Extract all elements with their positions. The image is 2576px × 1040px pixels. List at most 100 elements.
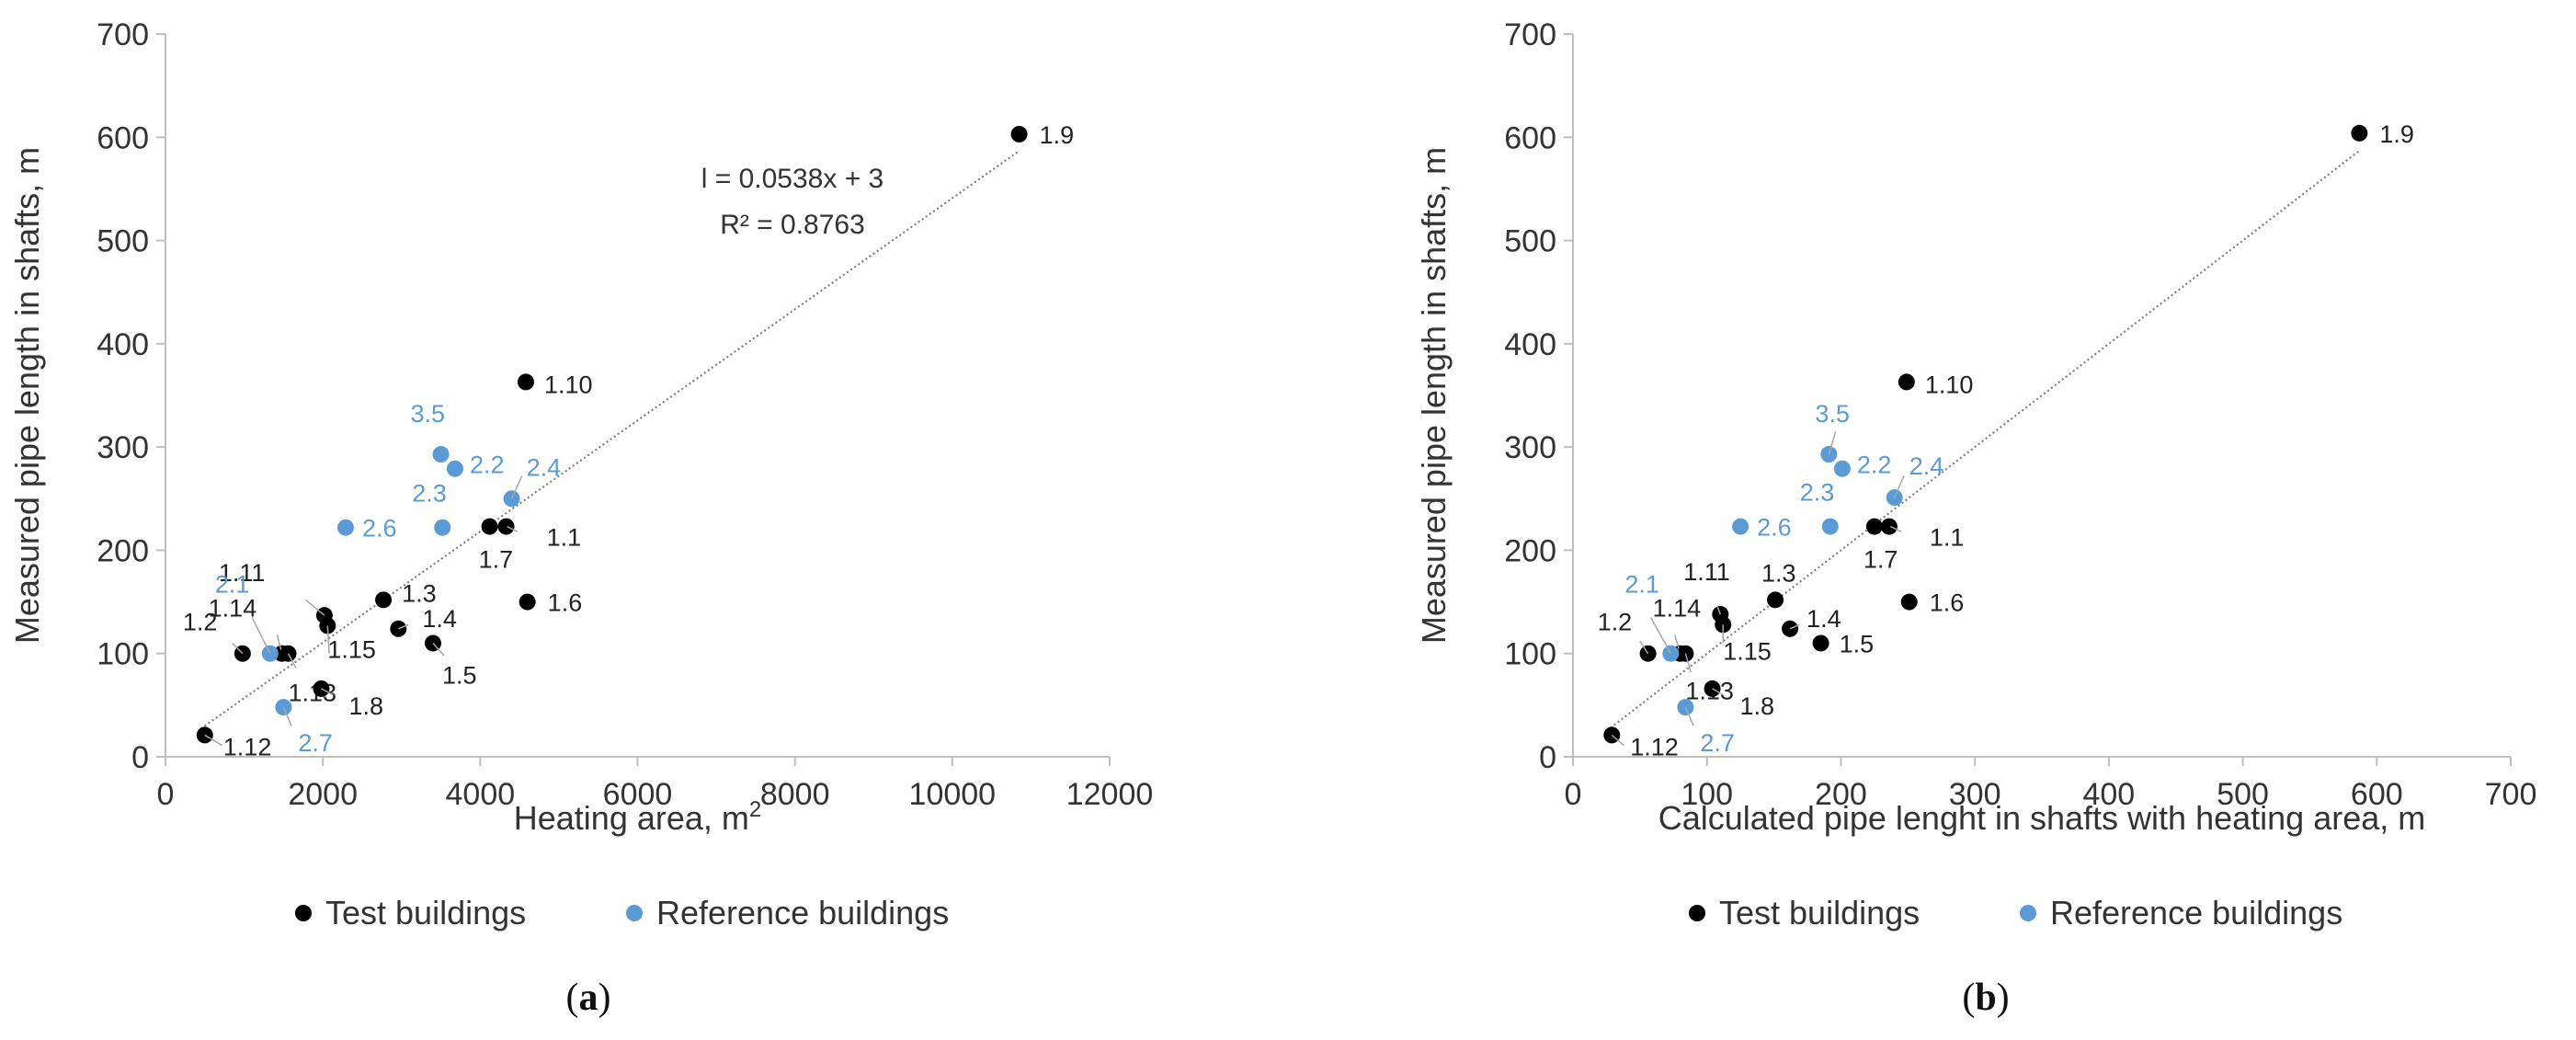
y-tick-label: 200 bbox=[97, 533, 149, 568]
x-tick-label: 8000 bbox=[760, 777, 830, 812]
leader-line bbox=[232, 642, 244, 655]
data-label: 1.11 bbox=[219, 559, 266, 587]
caption-letter: a bbox=[579, 977, 598, 1019]
data-label: 2.1 bbox=[215, 571, 250, 599]
leader-line bbox=[282, 706, 292, 726]
y-tick-label: 500 bbox=[97, 224, 149, 259]
leader-line bbox=[326, 625, 330, 654]
legend-marker-reference bbox=[2020, 905, 2036, 921]
y-tick-label: 700 bbox=[97, 17, 149, 52]
x-tick-label: 600 bbox=[2351, 777, 2403, 812]
data-label: 2.2 bbox=[1857, 451, 1892, 479]
data-point-2.6 bbox=[336, 519, 354, 536]
y-tick-label: 600 bbox=[97, 120, 149, 155]
y-tick-label: 400 bbox=[1504, 327, 1556, 362]
data-point-1.7 bbox=[1865, 518, 1883, 535]
x-tick-label: 12000 bbox=[1066, 777, 1154, 812]
data-point-2.2 bbox=[1833, 460, 1851, 477]
y-tick-label: 0 bbox=[1539, 740, 1556, 775]
x-tick-label: 700 bbox=[2485, 777, 2537, 812]
caption-open: ( bbox=[1962, 977, 1975, 1019]
x-axis-title-text: Heating area, m bbox=[514, 799, 749, 837]
leader-line bbox=[1611, 734, 1624, 747]
data-label: 1.11 bbox=[1683, 558, 1730, 586]
data-label: 1.8 bbox=[348, 692, 383, 720]
series-test-buildings: 1.9 1.10 1.1 1.7 1.6 1.3 1.41.5 1.11 1.15 1.14 1.1… bbox=[1598, 120, 2414, 761]
data-point-1.9 bbox=[1010, 125, 1028, 143]
data-point-1.5 bbox=[1812, 634, 1829, 652]
data-label: 2.1 bbox=[1624, 571, 1659, 599]
data-point-1.10 bbox=[1898, 373, 1915, 391]
data-label: 2.7 bbox=[1700, 729, 1735, 757]
data-point-1.9 bbox=[2351, 124, 2368, 142]
data-label: 1.7 bbox=[1864, 546, 1898, 574]
y-tick-label: 300 bbox=[1504, 430, 1556, 465]
leader-line bbox=[1716, 606, 1721, 615]
caption-open: ( bbox=[566, 977, 579, 1019]
legend-label-reference: Reference buildings bbox=[2050, 894, 2342, 931]
chart-a: 0 100 200 300 400 500 600 700 0 2000 4000 6000 8000 1… bbox=[8, 17, 1153, 1019]
data-label: 1.14 bbox=[209, 595, 257, 623]
chart-b: 0 100 200 300 400 500 600 700 0 100 200 300 400 500 60… bbox=[1415, 17, 2536, 1019]
data-label: 1.1 bbox=[1930, 524, 1965, 552]
data-label: 2.6 bbox=[1757, 514, 1792, 542]
data-label: 2.4 bbox=[527, 453, 562, 481]
data-point-1.1 bbox=[497, 518, 515, 535]
x-axis-title-text: Calculated pipe lenght in shafts with he… bbox=[1658, 799, 2426, 837]
data-label: 3.5 bbox=[411, 400, 446, 428]
data-label: 2.7 bbox=[298, 729, 333, 757]
data-label: 2.4 bbox=[1909, 452, 1944, 480]
data-point-2.6 bbox=[1732, 518, 1750, 535]
y-tick-label: 600 bbox=[1504, 120, 1556, 155]
leader-line bbox=[507, 525, 518, 532]
trendline bbox=[1610, 150, 2361, 729]
data-point-2.3 bbox=[434, 519, 451, 536]
x-axis-title-superscript: 2 bbox=[749, 797, 761, 822]
data-label: 1.6 bbox=[548, 589, 583, 617]
data-label: 1.10 bbox=[1925, 371, 1974, 398]
leader-line bbox=[510, 475, 523, 499]
leader-line bbox=[1639, 640, 1649, 655]
panel-caption: (b) bbox=[1962, 977, 2009, 1019]
y-tick-label: 500 bbox=[1504, 224, 1556, 259]
y-tick-label: 0 bbox=[131, 740, 149, 775]
data-point-3.5 bbox=[432, 446, 450, 463]
trendline-equation: l = 0.0538x + 3 bbox=[701, 164, 884, 194]
data-label: 1.15 bbox=[327, 635, 376, 663]
x-axis-title: Heating area, m2 bbox=[514, 797, 762, 837]
data-label: 1.15 bbox=[1723, 637, 1772, 665]
leader-line bbox=[1684, 706, 1694, 726]
leader-line bbox=[304, 599, 325, 616]
legend-label-test: Test buildings bbox=[1719, 894, 1920, 931]
x-tick-label: 100 bbox=[1681, 777, 1733, 812]
data-label: 1.3 bbox=[402, 579, 437, 607]
data-label: 2.3 bbox=[412, 480, 447, 508]
x-tick-label: 400 bbox=[2082, 777, 2135, 812]
caption-close: ) bbox=[598, 977, 611, 1019]
legend-marker-reference bbox=[626, 905, 643, 921]
data-point-1.3 bbox=[375, 591, 393, 609]
y-tick-label: 400 bbox=[97, 327, 149, 362]
leader-line bbox=[1894, 475, 1905, 498]
legend-label-test: Test buildings bbox=[325, 894, 526, 931]
x-tick-label: 200 bbox=[1815, 777, 1867, 812]
data-point-1.7 bbox=[481, 518, 498, 535]
data-point-1.1 bbox=[1880, 518, 1898, 535]
data-label: 1.5 bbox=[442, 661, 477, 689]
leader-line bbox=[1712, 688, 1724, 696]
data-label: 1.14 bbox=[1653, 595, 1702, 623]
x-tick-label: 10000 bbox=[909, 777, 997, 812]
x-tick-label: 2000 bbox=[288, 777, 358, 812]
leader-line bbox=[321, 688, 334, 696]
leader-line bbox=[1789, 623, 1800, 630]
x-tick-label: 300 bbox=[1949, 777, 2001, 812]
series-reference-buildings: 3.5 2.2 2.4 2.3 2.6 2.1 2.7 bbox=[215, 400, 561, 757]
x-axis-title: Calculated pipe lenght in shafts with he… bbox=[1658, 799, 2426, 837]
x-tick-label: 6000 bbox=[603, 777, 673, 812]
x-tick-label: 4000 bbox=[446, 777, 516, 812]
legend-label-reference: Reference buildings bbox=[656, 894, 949, 931]
leader-line bbox=[204, 734, 223, 747]
x-tick-label: 0 bbox=[1565, 777, 1582, 812]
leader-line bbox=[432, 642, 445, 657]
